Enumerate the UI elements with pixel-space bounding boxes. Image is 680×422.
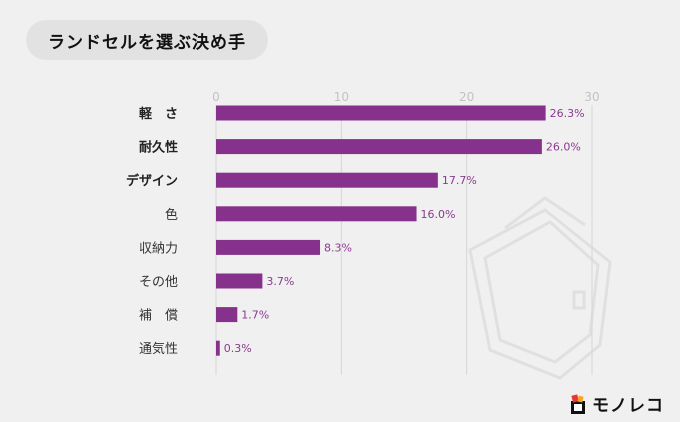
value-label: 26.0% (546, 141, 581, 154)
chart-title-pill: ランドセルを選ぶ決め手 (26, 20, 268, 60)
value-label: 1.7% (241, 309, 269, 322)
value-label: 3.7% (266, 275, 294, 288)
value-label: 17.7% (442, 174, 477, 187)
category-label: デザイン (126, 173, 178, 189)
value-labels: 26.3% 26.0% 17.7% 16.0% 8.3% 3.7% 1.7% 0.3% (224, 107, 585, 355)
logo-text: モノレコ (592, 396, 664, 416)
bar (216, 206, 417, 222)
bar (216, 139, 542, 155)
x-tick-label: 0 (212, 90, 220, 104)
bars (216, 105, 546, 356)
category-label: 補 償 (139, 309, 178, 324)
x-axis-ticks: 0 10 20 30 (212, 90, 599, 104)
bar (216, 273, 263, 289)
basket-icon (571, 393, 585, 414)
category-label: 通気性 (139, 341, 178, 357)
category-label: 耐久性 (139, 140, 178, 156)
value-label: 0.3% (224, 342, 252, 355)
category-label: その他 (139, 275, 178, 290)
x-tick-label: 20 (459, 90, 474, 104)
background-illustration (468, 196, 612, 380)
bar (216, 340, 220, 356)
value-label: 16.0% (421, 208, 456, 221)
category-label: 色 (165, 207, 178, 223)
x-tick-label: 30 (584, 90, 599, 104)
x-tick-label: 10 (334, 90, 349, 104)
bar (216, 307, 238, 323)
category-label: 軽 さ (139, 106, 178, 122)
category-label: 収納力 (139, 241, 178, 256)
chart-title: ランドセルを選ぶ決め手 (48, 32, 246, 53)
bar (216, 105, 546, 121)
bar (216, 239, 321, 255)
value-label: 8.3% (324, 241, 352, 254)
bar (216, 172, 438, 188)
value-label: 26.3% (550, 107, 585, 120)
monoreco-logo: モノレコ (568, 391, 664, 416)
